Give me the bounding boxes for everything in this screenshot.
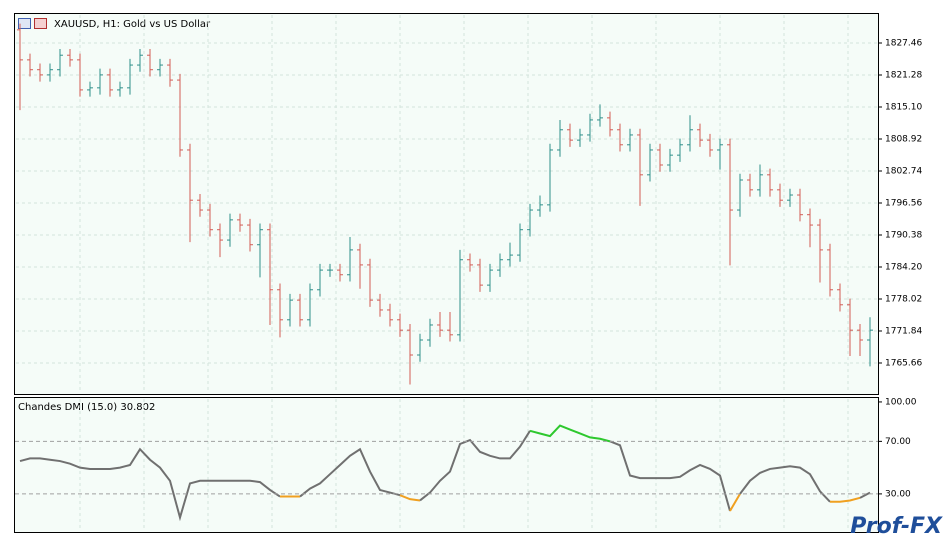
indicator-panel bbox=[14, 397, 879, 533]
y-tick-label: 1765.66 bbox=[885, 358, 922, 368]
indicator-line bbox=[529, 424, 611, 443]
y-tick-label: 70.00 bbox=[885, 437, 911, 447]
y-tick-label: 1815.10 bbox=[885, 102, 922, 112]
y-tick-label: 1802.74 bbox=[885, 166, 922, 176]
y-tick-label: 1778.02 bbox=[885, 294, 922, 304]
indicator-title: Chandes DMI (15.0) 30.802 bbox=[18, 402, 155, 413]
price-panel bbox=[14, 13, 879, 395]
icon bbox=[18, 18, 31, 29]
indicator-line bbox=[399, 494, 421, 502]
indicator-line bbox=[19, 447, 281, 522]
indicator-line bbox=[830, 496, 861, 503]
chart-icons bbox=[18, 18, 47, 29]
y-tick-label: 1790.38 bbox=[885, 230, 922, 240]
indicator-line bbox=[729, 493, 741, 512]
watermark: Prof-FX bbox=[850, 514, 943, 539]
y-tick-label: 100.00 bbox=[885, 397, 917, 407]
y-tick-label: 30.00 bbox=[885, 489, 911, 499]
indicator-line bbox=[739, 465, 831, 503]
indicator-line bbox=[859, 491, 871, 499]
indicator-line bbox=[609, 440, 731, 512]
y-tick-label: 1784.20 bbox=[885, 262, 922, 272]
y-tick-label: 1771.84 bbox=[885, 326, 922, 336]
indicator-line bbox=[419, 430, 531, 502]
indicator-line bbox=[299, 447, 401, 498]
y-tick-label: 1808.92 bbox=[885, 134, 922, 144]
y-tick-label: 1827.46 bbox=[885, 38, 922, 48]
y-tick-label: 1796.56 bbox=[885, 198, 922, 208]
y-tick-label: 1821.28 bbox=[885, 70, 922, 80]
chart-title: XAUUSD, H1: Gold vs US Dollar bbox=[54, 19, 211, 30]
icon bbox=[34, 18, 47, 29]
